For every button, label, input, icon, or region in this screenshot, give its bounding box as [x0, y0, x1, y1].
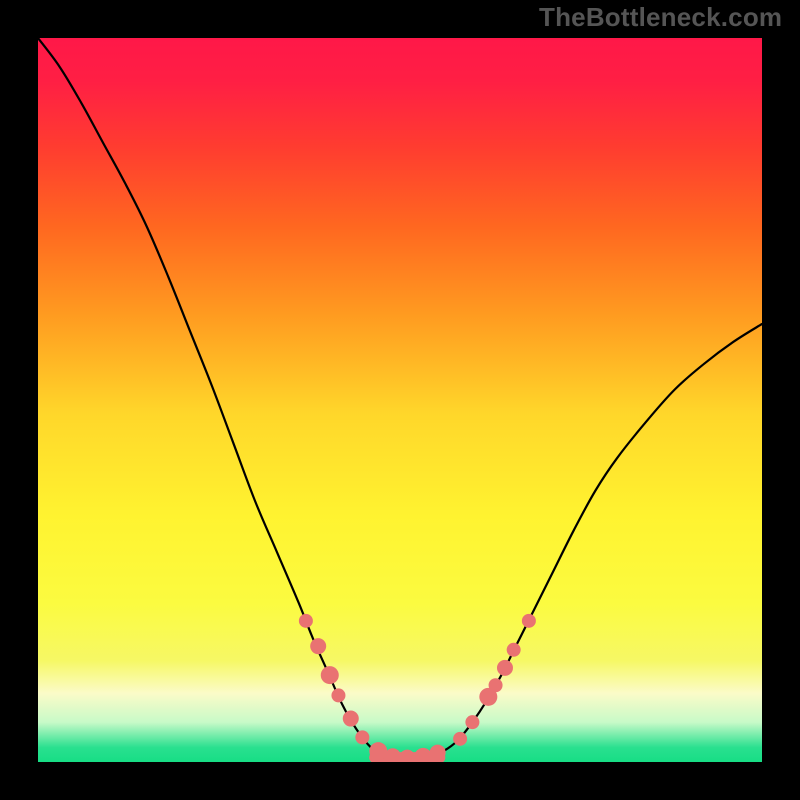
plot-area	[38, 38, 762, 762]
data-point	[430, 745, 446, 761]
chart-svg	[38, 38, 762, 762]
data-point	[522, 614, 536, 628]
data-point	[489, 678, 503, 692]
data-point	[465, 715, 479, 729]
data-point	[369, 742, 387, 760]
data-point	[497, 660, 513, 676]
data-point	[355, 730, 369, 744]
watermark-text: TheBottleneck.com	[539, 2, 782, 33]
data-point	[343, 711, 359, 727]
data-point	[299, 614, 313, 628]
chart-stage: TheBottleneck.com	[0, 0, 800, 800]
data-point	[321, 666, 339, 684]
data-point	[453, 732, 467, 746]
data-point	[310, 638, 326, 654]
gradient-background	[38, 38, 762, 762]
data-point	[507, 643, 521, 657]
data-point	[331, 688, 345, 702]
